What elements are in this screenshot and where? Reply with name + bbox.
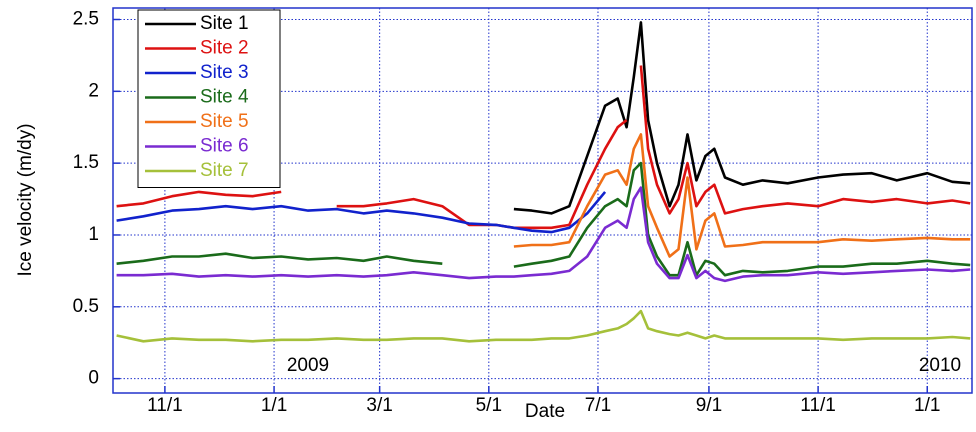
y-tick-label: 1 <box>88 224 99 245</box>
x-tick-label: 3/1 <box>366 395 392 416</box>
x-tick-label: 11/1 <box>800 395 836 416</box>
x-tick-label: 11/1 <box>147 395 183 416</box>
series-line <box>513 21 971 215</box>
x-tick-label: 7/1 <box>585 395 611 416</box>
y-tick-label: 0.5 <box>73 296 99 317</box>
y-tick-label: 2.5 <box>73 9 99 30</box>
plot-frame <box>112 7 973 394</box>
legend-label: Site 3 <box>200 62 249 83</box>
y-tick-label: 1.5 <box>73 152 99 173</box>
y-tick-label: 2 <box>88 80 99 101</box>
series-line <box>116 161 971 277</box>
x-tick-label: 1/1 <box>261 395 287 416</box>
x-tick-label: 1/1 <box>914 395 940 416</box>
y-tick-label: 0 <box>88 368 99 389</box>
legend-label: Site 6 <box>200 136 249 157</box>
legend-label: Site 7 <box>200 160 249 181</box>
series-line <box>513 133 971 258</box>
series-line <box>116 186 971 283</box>
year-annotation: 2009 <box>287 355 329 376</box>
year-annotation: 2010 <box>919 355 961 376</box>
legend: Site 1 Site 2 Site 3 Site 4 Site 5 Site 6 Site… <box>137 9 281 188</box>
legend-label: Site 1 <box>200 13 249 34</box>
series-line <box>116 191 607 234</box>
x-axis-label: Date <box>525 401 565 422</box>
legend-label: Site 4 <box>200 87 249 108</box>
legend-label: Site 2 <box>200 38 249 59</box>
series-line <box>116 309 971 343</box>
y-axis-label: Ice velocity (m/dy) <box>15 123 36 276</box>
x-tick-label: 9/1 <box>696 395 722 416</box>
x-tick-label: 5/1 <box>476 395 502 416</box>
legend-label: Site 5 <box>200 111 249 132</box>
